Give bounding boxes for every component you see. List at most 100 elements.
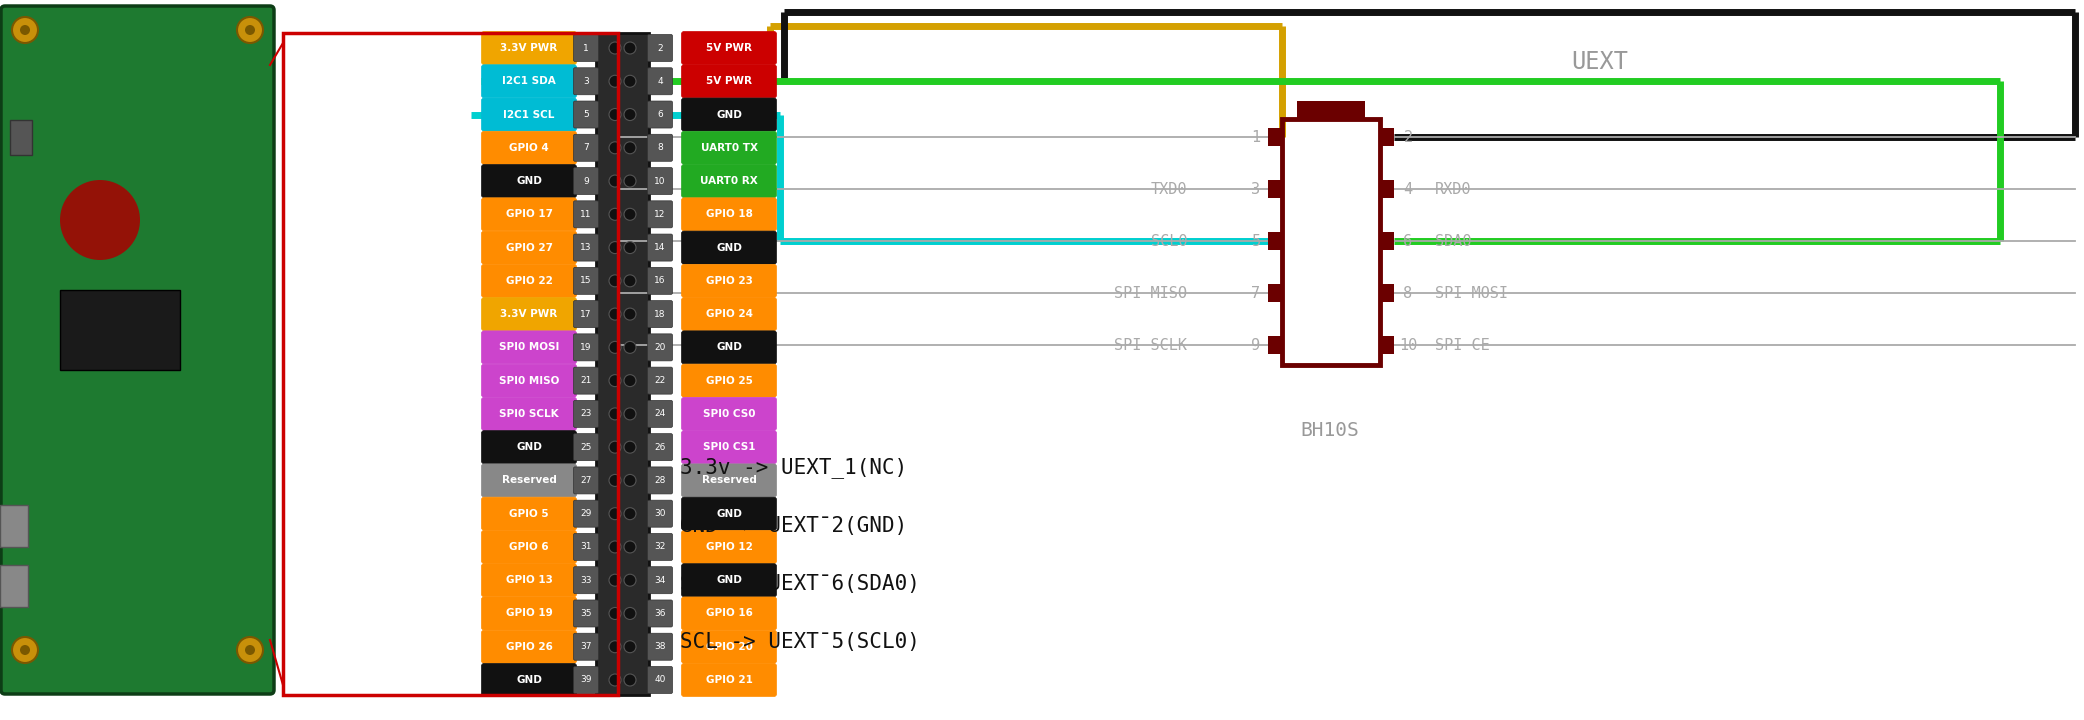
- Circle shape: [623, 608, 636, 619]
- Text: GND: GND: [717, 509, 742, 518]
- Text: 34: 34: [654, 576, 665, 585]
- Text: GPIO 19: GPIO 19: [506, 608, 552, 618]
- Text: 1: 1: [1250, 130, 1261, 145]
- FancyBboxPatch shape: [681, 531, 777, 564]
- Bar: [1267, 232, 1282, 250]
- FancyBboxPatch shape: [481, 297, 577, 330]
- Text: GPIO 17: GPIO 17: [506, 210, 552, 220]
- Text: GPIO 12: GPIO 12: [706, 542, 752, 552]
- FancyBboxPatch shape: [648, 68, 673, 95]
- Bar: [1267, 128, 1282, 146]
- FancyBboxPatch shape: [648, 667, 673, 693]
- Text: GND: GND: [717, 343, 742, 352]
- FancyBboxPatch shape: [481, 364, 577, 397]
- FancyBboxPatch shape: [681, 630, 777, 663]
- FancyBboxPatch shape: [681, 198, 777, 231]
- Circle shape: [609, 474, 621, 487]
- FancyBboxPatch shape: [481, 32, 577, 65]
- FancyBboxPatch shape: [481, 231, 577, 264]
- Text: 5V PWR: 5V PWR: [706, 43, 752, 53]
- FancyBboxPatch shape: [648, 400, 673, 428]
- Bar: [60, 290, 179, 370]
- FancyBboxPatch shape: [573, 301, 598, 328]
- FancyBboxPatch shape: [481, 165, 577, 197]
- FancyBboxPatch shape: [573, 234, 598, 261]
- Circle shape: [623, 275, 636, 287]
- Text: SPI0 CS1: SPI0 CS1: [702, 442, 754, 452]
- Text: 23: 23: [579, 410, 592, 418]
- Text: GPIO 20: GPIO 20: [706, 642, 752, 652]
- FancyBboxPatch shape: [573, 633, 598, 660]
- FancyBboxPatch shape: [573, 667, 598, 693]
- Bar: [1267, 284, 1282, 302]
- Text: 3.3V PWR: 3.3V PWR: [500, 43, 559, 53]
- Circle shape: [609, 674, 621, 686]
- Text: GPIO 22: GPIO 22: [506, 276, 552, 286]
- Text: UART0 RX: UART0 RX: [700, 176, 759, 186]
- Text: 9: 9: [1250, 338, 1261, 353]
- Text: GND: GND: [517, 176, 542, 186]
- Circle shape: [623, 341, 636, 354]
- Circle shape: [623, 242, 636, 253]
- FancyBboxPatch shape: [648, 267, 673, 294]
- FancyBboxPatch shape: [681, 165, 777, 197]
- Text: SPI MISO: SPI MISO: [1115, 286, 1188, 300]
- FancyBboxPatch shape: [648, 633, 673, 660]
- Text: 35: 35: [579, 609, 592, 618]
- Text: 30: 30: [654, 509, 665, 518]
- Text: 29: 29: [579, 509, 592, 518]
- Text: GND: GND: [717, 109, 742, 120]
- FancyBboxPatch shape: [481, 397, 577, 431]
- Text: 38: 38: [654, 642, 665, 651]
- Bar: [1380, 232, 1394, 250]
- Text: GPIO 5: GPIO 5: [508, 509, 548, 518]
- Text: 2: 2: [1403, 130, 1413, 145]
- Circle shape: [609, 175, 621, 187]
- FancyBboxPatch shape: [681, 498, 777, 530]
- FancyBboxPatch shape: [573, 433, 598, 461]
- Text: GPIO 16: GPIO 16: [706, 608, 752, 618]
- FancyBboxPatch shape: [573, 68, 598, 95]
- Text: 5V PWR: 5V PWR: [706, 76, 752, 86]
- FancyBboxPatch shape: [573, 135, 598, 161]
- FancyBboxPatch shape: [0, 6, 273, 694]
- FancyBboxPatch shape: [481, 564, 577, 597]
- Bar: [1380, 180, 1394, 198]
- FancyBboxPatch shape: [681, 564, 777, 597]
- FancyBboxPatch shape: [648, 334, 673, 361]
- Text: 3.3v -> UEXT_1(NC): 3.3v -> UEXT_1(NC): [679, 457, 907, 479]
- Text: 17: 17: [579, 310, 592, 319]
- Circle shape: [609, 441, 621, 453]
- Text: GPIO 27: GPIO 27: [506, 243, 552, 253]
- Text: Reserved: Reserved: [502, 475, 556, 485]
- FancyBboxPatch shape: [681, 131, 777, 164]
- Circle shape: [623, 308, 636, 320]
- Bar: [1267, 336, 1282, 354]
- Circle shape: [623, 109, 636, 120]
- Text: SCL0: SCL0: [1150, 233, 1188, 248]
- FancyBboxPatch shape: [481, 498, 577, 530]
- Text: 3: 3: [1250, 181, 1261, 197]
- Bar: [1380, 284, 1394, 302]
- FancyBboxPatch shape: [481, 464, 577, 497]
- FancyBboxPatch shape: [573, 367, 598, 394]
- Text: SPI0 MISO: SPI0 MISO: [498, 376, 559, 386]
- Circle shape: [13, 637, 38, 663]
- Text: I2C1 SDA: I2C1 SDA: [502, 76, 556, 86]
- Circle shape: [60, 180, 140, 260]
- FancyBboxPatch shape: [481, 98, 577, 131]
- Text: 3: 3: [584, 77, 590, 86]
- Text: 5: 5: [1250, 233, 1261, 248]
- Circle shape: [623, 441, 636, 453]
- Text: GPIO 23: GPIO 23: [706, 276, 752, 286]
- Text: SDA -> UEXT¯6(SDA0): SDA -> UEXT¯6(SDA0): [679, 574, 919, 594]
- FancyBboxPatch shape: [573, 567, 598, 594]
- Text: 33: 33: [579, 576, 592, 585]
- Bar: [10, 120, 31, 155]
- Text: 12: 12: [654, 210, 665, 219]
- Text: 40: 40: [654, 675, 665, 685]
- FancyBboxPatch shape: [648, 101, 673, 128]
- Circle shape: [609, 608, 621, 619]
- FancyBboxPatch shape: [481, 431, 577, 464]
- Text: 16: 16: [654, 276, 665, 285]
